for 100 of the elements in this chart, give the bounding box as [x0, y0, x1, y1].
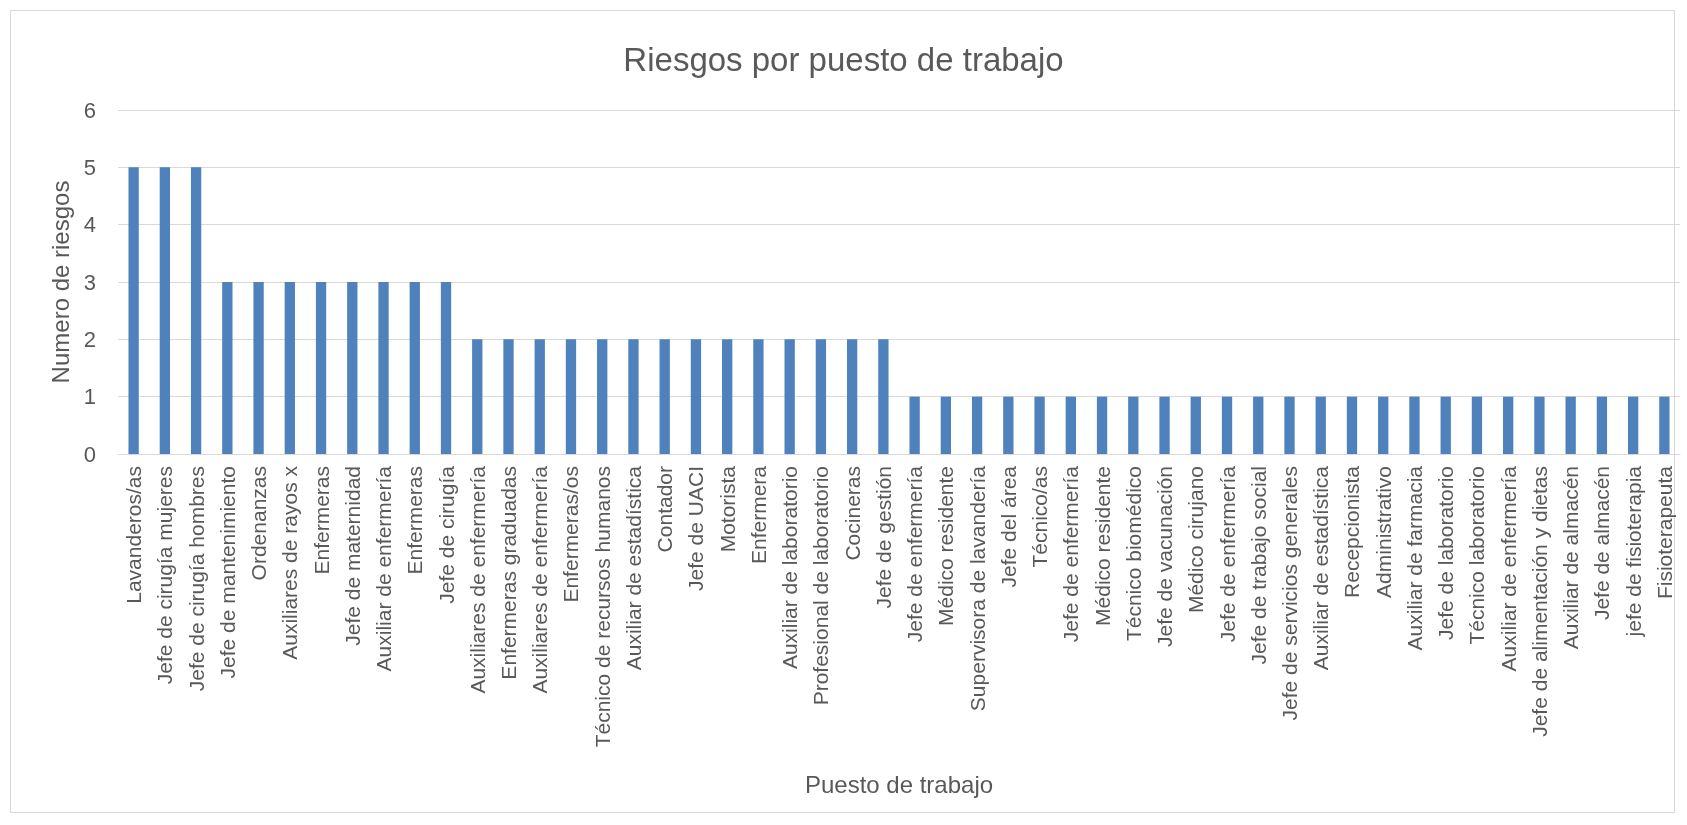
- x-axis-title: Puesto de trabajo: [804, 770, 994, 798]
- bar: [597, 339, 608, 454]
- x-tick-label: Enfermeras: [403, 466, 427, 575]
- x-tick-label: Enfermeras/os: [559, 466, 583, 603]
- y-tick-label: 1: [83, 384, 96, 410]
- x-tick-label: Auxiliar de farmacia: [1402, 465, 1426, 651]
- x-tick-label: Recepcionista: [1340, 465, 1364, 598]
- bar: [659, 339, 670, 454]
- bar: [1378, 396, 1389, 454]
- y-tick-label: 3: [83, 269, 96, 295]
- x-tick-label: Técnico biomédico: [1121, 466, 1145, 642]
- x-tick-label: Supervisora de lavandería: [965, 465, 989, 712]
- x-tick-label: Médico residente: [1090, 466, 1114, 626]
- bar: [190, 167, 202, 454]
- bar: [472, 339, 483, 454]
- x-tick-label: Administrativo: [1371, 466, 1395, 598]
- bar: [284, 282, 295, 454]
- bar: [909, 396, 920, 454]
- x-tick-label: Auxiliares de enfermería: [465, 465, 489, 694]
- x-tick-label: Contador: [653, 465, 677, 553]
- bar: [222, 282, 233, 454]
- x-tick-label: Jefe de cirugía: [434, 465, 458, 604]
- bar: [253, 282, 264, 454]
- bar: [690, 339, 702, 454]
- bar: [565, 339, 577, 454]
- x-tick-label: Jefe de servicios generales: [1278, 466, 1301, 721]
- x-tick-label: Médico cirujano: [1184, 466, 1208, 614]
- x-tick-label: Enfermeras graduadas: [497, 466, 520, 680]
- x-tick-label: Jefe de UACI: [684, 466, 708, 591]
- bar: [1409, 396, 1420, 454]
- bar: [378, 282, 389, 454]
- bar: [753, 339, 764, 454]
- bar: [503, 339, 514, 454]
- bar: [784, 339, 795, 454]
- bar: [1096, 396, 1108, 454]
- bar: [1190, 396, 1201, 454]
- bar: [1159, 396, 1170, 454]
- bar: [1471, 396, 1483, 454]
- bar: [846, 339, 858, 454]
- bar: [1315, 396, 1326, 454]
- x-tick-label: Jefe de enfermería: [1059, 465, 1083, 643]
- bar: [159, 167, 171, 454]
- bar: [971, 396, 983, 454]
- y-tick-label: 2: [83, 326, 96, 352]
- bar: [815, 339, 827, 454]
- x-tick-label: Jefe de cirugía hombres: [184, 466, 208, 692]
- bar: [722, 339, 733, 454]
- bar: [409, 282, 420, 454]
- x-tick-label: Auxiliar de estadística: [1309, 465, 1333, 671]
- bar: [1596, 396, 1608, 454]
- bar: [440, 282, 452, 454]
- bar: [1065, 396, 1076, 454]
- y-tick-label: 0: [83, 441, 96, 467]
- x-tick-label: Auxiliar de enfermería: [372, 465, 396, 672]
- bar: [1503, 396, 1514, 454]
- chart-title: Riesgos por puesto de trabajo: [623, 41, 1064, 78]
- bar: [940, 396, 952, 454]
- x-tick-label: Fisioterapeuta: [1652, 465, 1676, 600]
- bar: [1534, 396, 1545, 454]
- x-tick-label: Jefe del área: [996, 465, 1020, 588]
- bar: [1128, 396, 1139, 454]
- x-tick-label: Lavanderos/as: [122, 466, 146, 604]
- x-tick-label: Jefe de cirugía mujeres: [153, 466, 177, 685]
- x-tick-label: Profesional de laboratorio: [809, 466, 833, 706]
- x-tick-label: Médico residente: [934, 466, 958, 626]
- bar: [315, 282, 327, 454]
- x-tick-label: Jefe de enfermería: [1215, 465, 1239, 643]
- x-tick-label: Motorista: [715, 465, 739, 553]
- x-tick-label: jefe de fisioterapia: [1621, 465, 1645, 638]
- x-tick-label: Jefe de alimentación y dietas: [1527, 466, 1551, 737]
- bar: [1627, 396, 1639, 454]
- x-tick-label: Jefe de laboratorio: [1434, 466, 1458, 640]
- x-tick-label: Jefe de mantenimiento: [215, 466, 239, 679]
- x-tick-label: Enfermera: [746, 465, 770, 565]
- bar: [628, 339, 639, 454]
- x-tick-label: Auxiliar de estadística: [621, 465, 645, 671]
- y-axis-title: Numero de riesgos: [46, 180, 74, 384]
- bar: [1440, 396, 1451, 454]
- x-tick-label: Jefe de gestión: [871, 466, 895, 609]
- y-tick-label: 6: [83, 97, 96, 123]
- bar: [1346, 396, 1358, 454]
- x-tick-label: Enfermeras: [309, 466, 333, 575]
- bar: [1284, 396, 1295, 454]
- bar: [347, 282, 358, 454]
- x-tick-label: Cocineras: [840, 466, 864, 561]
- bar: [1221, 396, 1233, 454]
- x-tick-label: Jefe de enfermería: [903, 465, 927, 643]
- x-tick-label: Auxiliar de laboratorio: [778, 466, 802, 670]
- bar: [878, 339, 889, 454]
- bar: [534, 339, 545, 454]
- y-tick-label: 5: [83, 154, 96, 180]
- x-tick-label: Auxiliar de almacén: [1559, 466, 1583, 650]
- x-tick-label: Técnico laboratorio: [1465, 466, 1489, 645]
- bar: [1253, 396, 1264, 454]
- x-tick-label: Jefe de maternidad: [340, 466, 364, 646]
- x-tick-label: Auxiliar de enfermería: [1496, 465, 1520, 672]
- bar: [1003, 396, 1014, 454]
- x-tick-label: Técnico de recursos humanos: [590, 466, 614, 748]
- x-tick-label: Jefe de vacunación: [1153, 466, 1177, 647]
- bar: [128, 167, 139, 454]
